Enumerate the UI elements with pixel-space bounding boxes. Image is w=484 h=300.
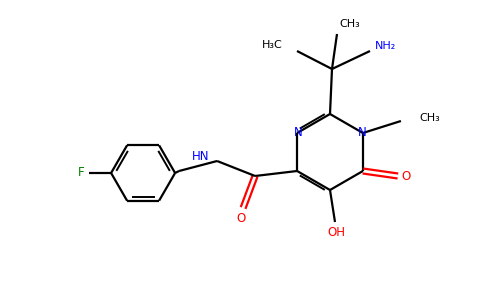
Text: N: N (358, 125, 366, 139)
Text: O: O (401, 169, 410, 182)
Text: O: O (237, 212, 246, 224)
Text: NH₂: NH₂ (376, 41, 396, 51)
Text: HN: HN (192, 149, 209, 163)
Text: CH₃: CH₃ (419, 113, 439, 123)
Text: N: N (294, 125, 302, 139)
Text: H₃C: H₃C (262, 40, 283, 50)
Text: CH₃: CH₃ (339, 19, 360, 29)
Text: OH: OH (327, 226, 345, 238)
Text: F: F (78, 167, 84, 179)
